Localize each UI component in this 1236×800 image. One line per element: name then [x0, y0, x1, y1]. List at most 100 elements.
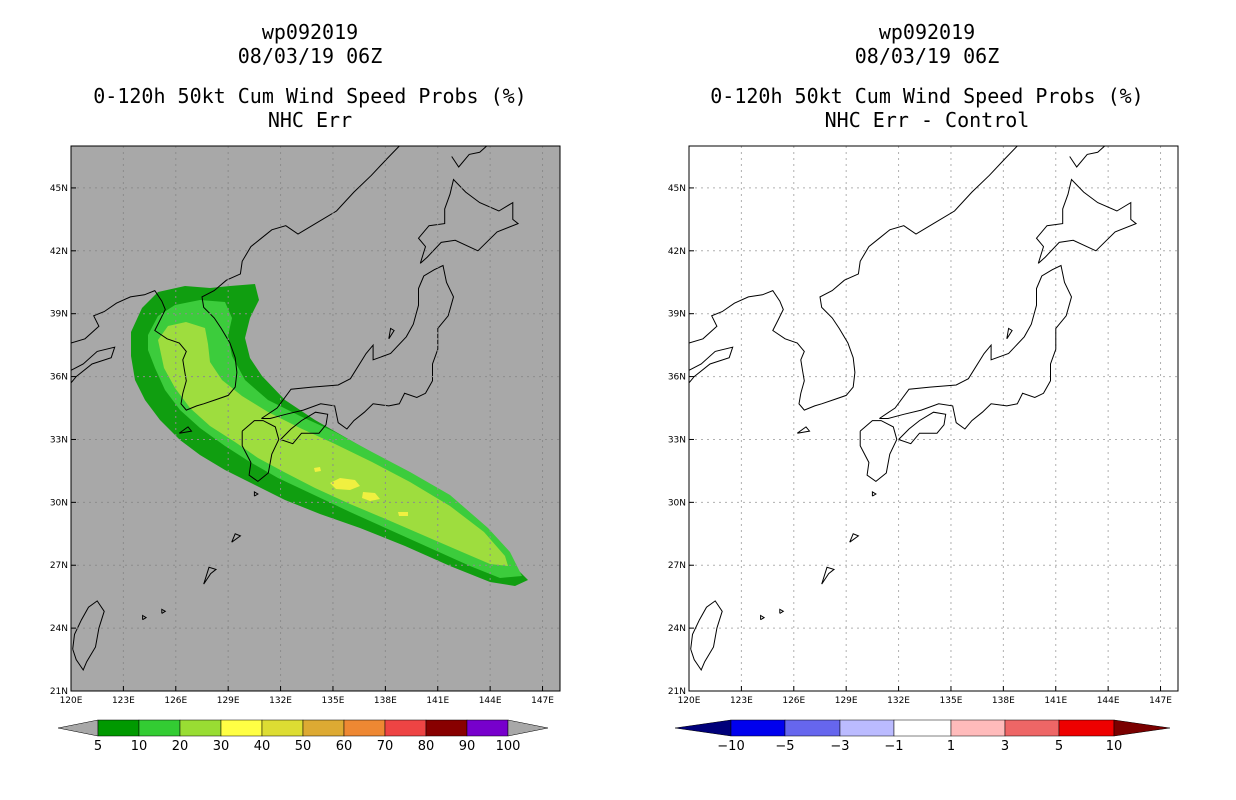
y-tick-label: 36N — [668, 373, 686, 383]
x-tick-label: 135E — [322, 696, 345, 706]
coastline — [280, 411, 329, 445]
x-tick-label: 144E — [1097, 696, 1120, 706]
x-tick-label: 126E — [782, 696, 805, 706]
x-tick-label: 123E — [730, 696, 753, 706]
coastline — [689, 146, 1018, 411]
coastline — [871, 491, 877, 497]
x-tick-label: 120E — [60, 696, 83, 706]
prob-contour-30c — [314, 467, 321, 472]
coastline — [898, 411, 947, 445]
y-tick-label: 30N — [668, 498, 686, 508]
colorbar-label: 70 — [377, 739, 394, 754]
y-tick-label: 45N — [50, 184, 68, 194]
colorbar-label: −3 — [830, 739, 849, 754]
prob-contour-30a — [330, 478, 360, 490]
left-map-background — [71, 146, 560, 691]
colorbar-swatch — [466, 719, 509, 737]
right-gridlines — [689, 146, 1178, 691]
left-map-frame — [70, 145, 561, 692]
coastline — [253, 491, 259, 497]
colorbar-swatch — [384, 719, 427, 737]
colorbar-swatch — [138, 719, 181, 737]
left-probability-map: 120E 123E 126E 129E 132E 135E 138E 141E 144E 147E… — [50, 145, 561, 754]
coastline — [203, 566, 218, 585]
y-tick-label: 21N — [50, 687, 68, 697]
left-gridlines — [71, 146, 560, 691]
x-tick-label: 135E — [940, 696, 963, 706]
x-tick-label: 138E — [374, 696, 397, 706]
x-tick-label: 120E — [678, 696, 701, 706]
colorbar-label: 90 — [459, 739, 476, 754]
y-tick-label: 42N — [668, 247, 686, 257]
coastline — [689, 346, 734, 384]
colorbar-label: −1 — [884, 739, 903, 754]
colorbar-label: 1 — [947, 739, 955, 754]
coastline — [161, 608, 167, 614]
colorbar-label: −10 — [717, 739, 744, 754]
colorbar-label: −5 — [775, 739, 794, 754]
right-chart-subtitle: NHC Err - Control — [824, 108, 1030, 132]
coastline — [142, 614, 148, 621]
coastline — [241, 420, 280, 483]
right-map-background — [689, 146, 1178, 691]
coastline — [849, 533, 860, 543]
colorbar-swatch — [1058, 719, 1115, 737]
colorbar-swatch — [950, 719, 1006, 737]
coastline — [388, 327, 395, 340]
left-datetime: 08/03/19 06Z — [237, 44, 383, 68]
x-tick-label: 141E — [426, 696, 449, 706]
colorbar-swatch — [261, 719, 304, 737]
colorbar-swatch — [839, 719, 895, 737]
colorbar-swatch — [220, 719, 263, 737]
coastline — [71, 346, 116, 384]
colorbar-overflow-arrow — [507, 719, 549, 737]
x-tick-label: 126E — [164, 696, 187, 706]
colorbar-label: 10 — [131, 739, 148, 754]
colorbar-label: 5 — [94, 739, 102, 754]
left-title-block: wp092019 08/03/19 06Z 0-120h 50kt Cum Wi… — [60, 20, 560, 132]
y-tick-label: 33N — [668, 435, 686, 445]
left-colorbar: 5 10 20 30 40 50 60 70 80 90 100 — [57, 719, 549, 754]
x-tick-label: 129E — [217, 696, 240, 706]
colorbar-swatch — [784, 719, 841, 737]
coastline — [72, 600, 105, 672]
colorbar-label: 30 — [213, 739, 230, 754]
coastline — [1035, 178, 1138, 264]
coastline — [690, 600, 723, 672]
prob-contour-30d — [398, 512, 408, 516]
coastline — [779, 608, 785, 614]
colorbar-label: 100 — [496, 739, 521, 754]
coastline — [821, 566, 836, 585]
y-tick-label: 21N — [668, 687, 686, 697]
coastline — [179, 426, 193, 434]
x-tick-label: 138E — [992, 696, 1015, 706]
right-coastlines — [689, 146, 1138, 672]
colorbar-label: 3 — [1001, 739, 1009, 754]
colorbar-overflow-arrow — [1113, 719, 1171, 737]
colorbar-swatch — [302, 719, 345, 737]
coastline — [879, 264, 1073, 430]
colorbar-swatch — [730, 719, 786, 737]
colorbar-swatch — [425, 719, 468, 737]
y-tick-label: 24N — [50, 624, 68, 634]
left-coastlines — [71, 146, 520, 672]
colorbar-label: 80 — [418, 739, 435, 754]
right-datetime: 08/03/19 06Z — [854, 44, 1000, 68]
right-chart-title: 0-120h 50kt Cum Wind Speed Probs (%) — [710, 84, 1144, 108]
x-tick-label: 123E — [112, 696, 135, 706]
prob-contour-20 — [158, 322, 508, 566]
coastline — [1006, 327, 1013, 340]
right-storm-id: wp092019 — [878, 20, 976, 44]
left-chart-title: 0-120h 50kt Cum Wind Speed Probs (%) — [93, 84, 527, 108]
x-tick-label: 147E — [531, 696, 554, 706]
x-tick-label: 147E — [1149, 696, 1172, 706]
x-tick-label: 141E — [1044, 696, 1067, 706]
coastline — [231, 533, 242, 543]
colorbar-label: 50 — [295, 739, 312, 754]
right-y-ticks: 21N 24N 27N 30N 33N 36N 39N 42N 45N — [668, 184, 694, 697]
colorbar-underflow-arrow — [674, 719, 732, 737]
y-tick-label: 30N — [50, 498, 68, 508]
colorbar-swatch — [97, 719, 140, 737]
right-difference-map: 120E 123E 126E 129E 132E 135E 138E 141E 144E 147E… — [668, 145, 1179, 754]
left-chart-subtitle: NHC Err — [267, 108, 353, 132]
